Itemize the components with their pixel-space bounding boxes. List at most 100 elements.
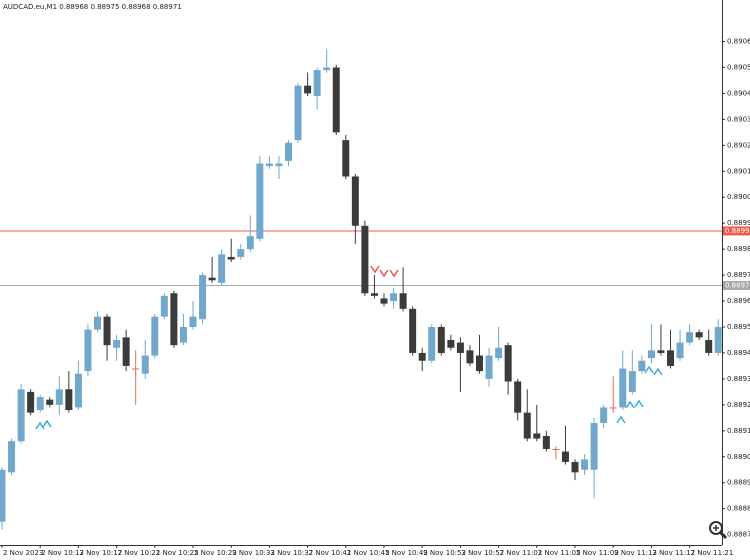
y-tick-label: 0.89065 <box>727 38 750 46</box>
x-tick-label: 2 Nov 10:29 <box>194 549 237 557</box>
candle-body <box>705 339 713 353</box>
y-tick-label: 0.89025 <box>727 141 750 149</box>
x-tick-label: 2 Nov 11:17 <box>652 549 695 557</box>
candle-body <box>55 389 63 405</box>
candle-body <box>179 327 187 343</box>
candle-body <box>151 316 159 356</box>
candle-body <box>686 332 694 343</box>
x-tick-label: 2 Nov 10:53 <box>423 549 466 557</box>
x-tick-label: 2 Nov 10:57 <box>461 549 504 557</box>
y-tick-label: 0.88995 <box>727 219 750 227</box>
x-tick-label: 2 Nov 10:33 <box>232 549 275 557</box>
candle-body <box>256 163 264 239</box>
x-tick-label: 2 Nov 11:21 <box>691 549 734 557</box>
x-tick-label: 2 Nov 11:01 <box>500 549 543 557</box>
candle-body <box>447 339 455 348</box>
candle-body <box>380 298 388 304</box>
y-tick-label: 0.88895 <box>727 479 750 487</box>
x-tick-label: 2 Nov 10:17 <box>79 549 122 557</box>
x-tick-label: 2 Nov 10:49 <box>385 549 428 557</box>
candle-body <box>74 373 82 408</box>
candle-body <box>275 163 283 167</box>
candle-body <box>571 461 579 473</box>
candle-body <box>199 275 207 320</box>
y-tick-label: 0.88955 <box>727 323 750 331</box>
candle-body <box>542 436 550 449</box>
candle-body <box>552 448 560 450</box>
y-tick-label: 0.89055 <box>727 63 750 71</box>
candle-body <box>285 142 292 161</box>
y-tick-label: 0.88885 <box>727 505 750 513</box>
candle-body <box>46 399 54 405</box>
y-tick-label: 0.89045 <box>727 89 750 97</box>
candle-body <box>132 368 140 370</box>
candle-body <box>36 397 44 411</box>
candle-body <box>84 329 92 372</box>
candle-body <box>466 350 474 364</box>
candle-body <box>504 345 512 382</box>
x-tick-label: 2 Nov 10:21 <box>118 549 161 557</box>
y-tick-label: 0.88875 <box>727 531 750 539</box>
x-tick-label: 2 Nov 10:41 <box>309 549 352 557</box>
candle-body <box>122 337 130 366</box>
x-tick-label: 2 Nov 2023 <box>3 549 43 557</box>
candle-body <box>160 295 168 317</box>
candle-body <box>208 277 216 281</box>
candle-body <box>94 316 101 330</box>
candle-body <box>189 316 197 327</box>
y-tick-label: 0.89015 <box>727 167 750 175</box>
candle-body <box>714 327 722 353</box>
candle-body <box>351 176 359 226</box>
candle-body <box>141 355 149 374</box>
candle-body <box>619 368 627 408</box>
candle-body <box>476 355 483 372</box>
candle-body <box>495 347 503 359</box>
candle-body <box>428 327 436 361</box>
candle-body <box>332 67 340 133</box>
candle-body <box>27 391 35 413</box>
y-tick-label: 0.88985 <box>727 245 750 253</box>
y-tick-label: 0.89005 <box>727 193 750 201</box>
candle-body <box>218 254 226 283</box>
x-tick-label: 2 Nov 11:13 <box>614 549 657 557</box>
y-tick-label: 0.88935 <box>727 375 750 383</box>
candle-body <box>0 469 6 522</box>
candle-body <box>370 293 378 296</box>
candle-body <box>600 407 608 424</box>
x-tick-label: 2 Nov 10:25 <box>156 549 199 557</box>
price-line-tag <box>723 226 750 236</box>
candle-body <box>667 350 674 366</box>
candle-body <box>342 140 350 177</box>
price-line-label: 0.88971 <box>725 281 750 289</box>
candle-body <box>647 350 655 359</box>
chart-title: AUDCAD.eu,M1 0.88968 0.88975 0.88968 0.8… <box>3 3 182 11</box>
candle-body <box>638 360 646 372</box>
candle-body <box>304 85 312 94</box>
candle-body <box>390 293 398 302</box>
candle-body <box>113 339 121 348</box>
candle-body <box>409 308 417 353</box>
candle-body <box>581 459 589 470</box>
candle-body <box>609 407 617 409</box>
candle-body <box>265 163 273 167</box>
candle-body <box>294 85 302 141</box>
y-tick-label: 0.88925 <box>727 401 750 409</box>
candle-body <box>237 249 245 257</box>
x-tick-label: 2 Nov 10:13 <box>41 549 84 557</box>
candle-body <box>323 67 331 71</box>
candle-body <box>533 433 541 439</box>
candle-body <box>103 316 111 346</box>
candle-body <box>246 236 254 250</box>
candle-body <box>418 352 426 361</box>
candle-body <box>561 451 569 462</box>
candle-body <box>227 256 235 260</box>
x-tick-label: 2 Nov 11:09 <box>576 549 619 557</box>
y-tick-label: 0.89035 <box>727 115 750 123</box>
signal-arrows <box>35 265 663 430</box>
candle-body <box>361 225 369 294</box>
candle-body <box>523 412 531 439</box>
candle-body <box>17 389 25 442</box>
candle-body <box>695 332 703 338</box>
